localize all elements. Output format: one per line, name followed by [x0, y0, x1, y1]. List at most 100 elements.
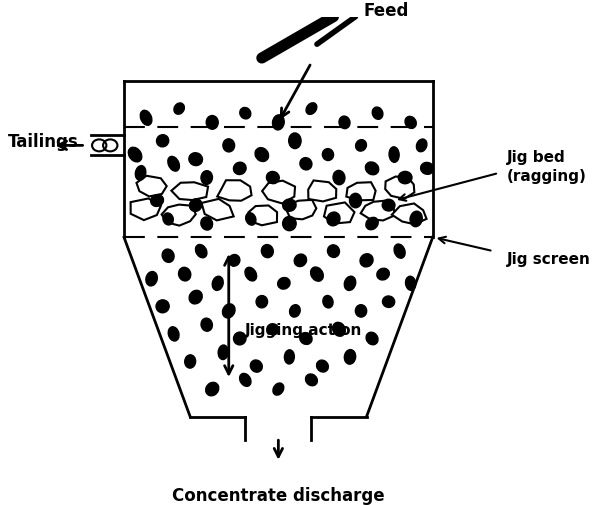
Ellipse shape: [406, 277, 416, 291]
Ellipse shape: [146, 272, 157, 286]
Polygon shape: [130, 199, 161, 221]
Ellipse shape: [135, 166, 146, 181]
Ellipse shape: [405, 117, 416, 129]
Polygon shape: [346, 183, 376, 201]
Polygon shape: [162, 205, 196, 226]
Ellipse shape: [372, 108, 383, 120]
Ellipse shape: [366, 218, 378, 230]
Ellipse shape: [266, 172, 279, 184]
Ellipse shape: [339, 117, 350, 129]
Polygon shape: [248, 206, 277, 226]
Ellipse shape: [240, 374, 251, 387]
Ellipse shape: [300, 333, 312, 345]
Ellipse shape: [410, 212, 423, 227]
Ellipse shape: [398, 172, 412, 184]
Ellipse shape: [344, 277, 356, 291]
Ellipse shape: [317, 361, 328, 372]
Ellipse shape: [306, 104, 317, 115]
Ellipse shape: [333, 171, 345, 185]
Text: Tailings: Tailings: [8, 132, 79, 150]
Ellipse shape: [272, 116, 284, 131]
Ellipse shape: [290, 305, 300, 318]
Polygon shape: [136, 176, 166, 197]
Polygon shape: [262, 181, 295, 204]
Polygon shape: [201, 199, 234, 221]
Ellipse shape: [212, 277, 223, 291]
Ellipse shape: [129, 148, 142, 163]
Ellipse shape: [185, 355, 196, 368]
Ellipse shape: [156, 300, 169, 313]
Text: Concentrate discharge: Concentrate discharge: [172, 486, 385, 503]
Ellipse shape: [195, 245, 207, 258]
Ellipse shape: [328, 245, 340, 258]
Ellipse shape: [201, 319, 212, 332]
Polygon shape: [324, 203, 355, 224]
Polygon shape: [217, 181, 252, 201]
Ellipse shape: [201, 171, 212, 185]
Ellipse shape: [234, 332, 246, 345]
Ellipse shape: [140, 111, 152, 126]
Ellipse shape: [245, 268, 257, 281]
Ellipse shape: [218, 345, 228, 360]
Ellipse shape: [282, 199, 296, 212]
Ellipse shape: [255, 148, 269, 162]
Ellipse shape: [355, 305, 367, 318]
Ellipse shape: [382, 296, 395, 308]
Ellipse shape: [251, 360, 262, 372]
Ellipse shape: [246, 213, 256, 226]
Ellipse shape: [168, 327, 179, 341]
Ellipse shape: [189, 154, 203, 166]
Ellipse shape: [151, 195, 163, 207]
Text: Feed: Feed: [364, 2, 409, 20]
Ellipse shape: [394, 244, 405, 259]
Ellipse shape: [365, 163, 379, 175]
Ellipse shape: [240, 108, 251, 120]
Ellipse shape: [323, 296, 333, 309]
Ellipse shape: [416, 140, 427, 153]
Ellipse shape: [189, 199, 202, 212]
Polygon shape: [308, 181, 337, 202]
Ellipse shape: [382, 200, 395, 212]
Ellipse shape: [344, 350, 356, 365]
Ellipse shape: [284, 350, 294, 364]
Text: Jig screen: Jig screen: [507, 251, 591, 266]
Ellipse shape: [174, 104, 185, 115]
Ellipse shape: [223, 139, 234, 153]
Ellipse shape: [206, 116, 218, 130]
Ellipse shape: [360, 254, 373, 267]
Polygon shape: [392, 204, 427, 225]
Ellipse shape: [261, 245, 273, 258]
Ellipse shape: [288, 134, 301, 149]
Text: Jig bed
(ragging): Jig bed (ragging): [507, 149, 587, 184]
Ellipse shape: [201, 218, 213, 231]
Ellipse shape: [350, 194, 362, 209]
Ellipse shape: [256, 296, 267, 308]
Ellipse shape: [206, 383, 219, 396]
Ellipse shape: [377, 269, 389, 280]
Polygon shape: [385, 177, 414, 199]
Ellipse shape: [305, 374, 317, 386]
Ellipse shape: [189, 291, 203, 305]
Ellipse shape: [311, 268, 323, 282]
Polygon shape: [361, 201, 395, 221]
Ellipse shape: [273, 383, 284, 395]
Ellipse shape: [332, 323, 346, 337]
Ellipse shape: [168, 157, 180, 172]
Text: Jigging action: Jigging action: [245, 322, 362, 337]
Ellipse shape: [389, 147, 399, 163]
Ellipse shape: [178, 268, 191, 281]
Ellipse shape: [322, 149, 334, 161]
Polygon shape: [171, 183, 208, 200]
Ellipse shape: [163, 214, 173, 225]
Polygon shape: [287, 200, 316, 220]
Ellipse shape: [267, 324, 279, 335]
Ellipse shape: [327, 213, 340, 226]
Ellipse shape: [356, 140, 367, 152]
Ellipse shape: [233, 163, 246, 175]
Ellipse shape: [294, 255, 307, 267]
Ellipse shape: [162, 249, 174, 263]
Ellipse shape: [366, 333, 378, 345]
Ellipse shape: [228, 255, 240, 267]
Ellipse shape: [300, 158, 312, 171]
Ellipse shape: [421, 163, 434, 175]
